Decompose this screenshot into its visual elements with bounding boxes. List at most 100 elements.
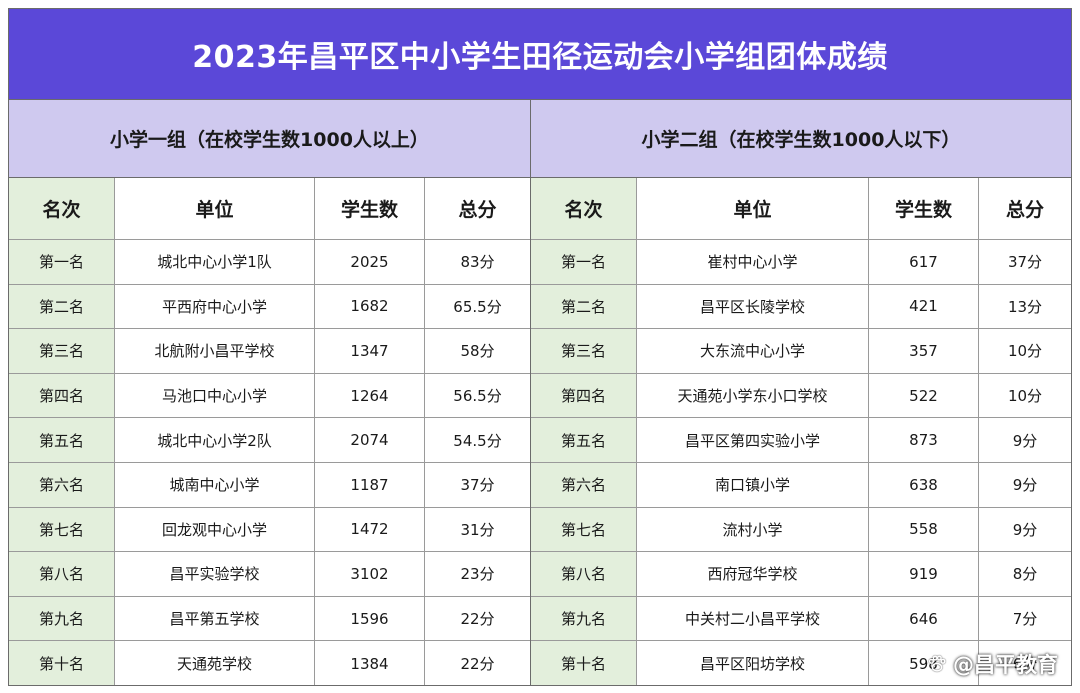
rank-cell: 第五名 xyxy=(9,418,115,462)
header-rank: 名次 xyxy=(9,178,115,239)
header-students: 学生数 xyxy=(315,178,425,239)
table-header-row: 名次 单位 学生数 总分 xyxy=(531,178,1071,240)
score-cell: 22分 xyxy=(460,610,495,629)
score-cell: 10分 xyxy=(1007,342,1043,361)
score-cell: 9分 xyxy=(1012,476,1038,495)
students-cell: 646 xyxy=(869,596,979,641)
school-cell: 天通苑小学东小口学校 xyxy=(637,373,869,418)
rank-cell: 第一名 xyxy=(531,240,637,284)
rank-cell: 第七名 xyxy=(531,507,637,552)
score-cell: 8分 xyxy=(1012,565,1038,584)
students-cell: 3102 xyxy=(315,552,425,596)
table-row: 第六名 城南中心小学 1187 37分 xyxy=(9,462,530,508)
score-cell: 56.5分 xyxy=(453,387,502,406)
students-cell: 919 xyxy=(869,552,979,596)
header-rank: 名次 xyxy=(531,178,637,239)
rank-cell: 第一名 xyxy=(9,240,115,284)
watermark: @昌平教育 xyxy=(926,649,1058,679)
rank-cell: 第十名 xyxy=(531,641,637,685)
group-2-table: 名次 单位 学生数 总分 第一名 崔村中心小学 617 37分 第二名 昌平区长… xyxy=(531,178,1071,685)
header-score: 总分 xyxy=(458,199,497,221)
score-cell: 83分 xyxy=(460,253,495,272)
table-row: 第四名 天通苑小学东小口学校 522 10分 xyxy=(531,373,1071,419)
rank-cell: 第四名 xyxy=(9,373,115,418)
students-cell: 617 xyxy=(869,240,979,284)
rank-cell: 第九名 xyxy=(9,596,115,641)
watermark-text: @昌平教育 xyxy=(953,653,1058,677)
school-cell: 北航附小昌平学校 xyxy=(115,329,315,373)
rank-cell: 第二名 xyxy=(531,284,637,329)
school-cell: 马池口中心小学 xyxy=(115,373,315,418)
students-cell: 638 xyxy=(869,462,979,507)
school-cell: 城北中心小学2队 xyxy=(115,418,315,462)
rank-cell: 第六名 xyxy=(531,462,637,507)
group-1-table: 名次 单位 学生数 总分 第一名 城北中心小学1队 2025 83分 第二名 平… xyxy=(9,178,531,685)
students-cell: 421 xyxy=(869,284,979,329)
score-cell: 22分 xyxy=(460,655,495,674)
score-cell: 37分 xyxy=(460,476,495,495)
table-row: 第八名 西府冠华学校 919 8分 xyxy=(531,552,1071,597)
students-cell: 1472 xyxy=(315,507,425,552)
school-cell: 昌平实验学校 xyxy=(115,552,315,596)
school-cell: 天通苑学校 xyxy=(115,641,315,685)
score-cell: 54.5分 xyxy=(453,431,502,450)
rank-cell: 第四名 xyxy=(531,373,637,418)
score-cell: 65.5分 xyxy=(453,297,502,316)
score-cell: 31分 xyxy=(460,520,495,539)
score-cell: 9分 xyxy=(1012,520,1038,539)
table-row: 第八名 昌平实验学校 3102 23分 xyxy=(9,552,530,597)
score-cell: 23分 xyxy=(460,565,495,584)
table-row: 第六名 南口镇小学 638 9分 xyxy=(531,462,1071,508)
header-students: 学生数 xyxy=(869,178,979,239)
rank-cell: 第五名 xyxy=(531,418,637,462)
group-title-1: 小学一组（在校学生数1000人以上） xyxy=(9,100,531,177)
table-row: 第一名 城北中心小学1队 2025 83分 xyxy=(9,240,530,285)
school-cell: 大东流中心小学 xyxy=(637,329,869,373)
school-cell: 城南中心小学 xyxy=(115,462,315,507)
score-cell: 58分 xyxy=(460,342,495,361)
table-row: 第四名 马池口中心小学 1264 56.5分 xyxy=(9,373,530,419)
header-score: 总分 xyxy=(1005,199,1044,221)
table-header-row: 名次 单位 学生数 总分 xyxy=(9,178,530,240)
score-cell: 10分 xyxy=(1007,387,1043,406)
school-cell: 回龙观中心小学 xyxy=(115,507,315,552)
paw-icon xyxy=(928,655,946,672)
students-cell: 357 xyxy=(869,329,979,373)
group-header-row: 小学一组（在校学生数1000人以上） 小学二组（在校学生数1000人以下） xyxy=(9,100,1071,178)
students-cell: 2025 xyxy=(315,240,425,284)
students-cell: 1384 xyxy=(315,641,425,685)
group-title-2: 小学二组（在校学生数1000人以下） xyxy=(531,100,1071,177)
table-row: 第二名 平西府中心小学 1682 65.5分 xyxy=(9,284,530,330)
school-cell: 西府冠华学校 xyxy=(637,552,869,596)
rank-cell: 第十名 xyxy=(9,641,115,685)
table-row: 第九名 昌平第五学校 1596 22分 xyxy=(9,596,530,642)
table-row: 第七名 流村小学 558 9分 xyxy=(531,507,1071,553)
rank-cell: 第七名 xyxy=(9,507,115,552)
rank-cell: 第三名 xyxy=(531,329,637,373)
students-cell: 558 xyxy=(869,507,979,552)
table-row: 第二名 昌平区长陵学校 421 13分 xyxy=(531,284,1071,330)
school-cell: 南口镇小学 xyxy=(637,462,869,507)
score-cell: 37分 xyxy=(1007,253,1043,272)
rank-cell: 第六名 xyxy=(9,462,115,507)
students-cell: 2074 xyxy=(315,418,425,462)
school-cell: 平西府中心小学 xyxy=(115,284,315,329)
rank-cell: 第八名 xyxy=(531,552,637,596)
table-row: 第三名 北航附小昌平学校 1347 58分 xyxy=(9,329,530,374)
rank-cell: 第九名 xyxy=(531,596,637,641)
students-cell: 1264 xyxy=(315,373,425,418)
table-row: 第五名 昌平区第四实验小学 873 9分 xyxy=(531,418,1071,463)
table-row: 第十名 昌平区阳坊学校 598 6分 xyxy=(531,641,1071,685)
results-table: 名次 单位 学生数 总分 第一名 城北中心小学1队 2025 83分 第二名 平… xyxy=(9,178,1071,685)
school-cell: 昌平区第四实验小学 xyxy=(637,418,869,462)
table-row: 第三名 大东流中心小学 357 10分 xyxy=(531,329,1071,374)
table-row: 第一名 崔村中心小学 617 37分 xyxy=(531,240,1071,285)
students-cell: 1596 xyxy=(315,596,425,641)
students-cell: 1187 xyxy=(315,462,425,507)
rank-cell: 第二名 xyxy=(9,284,115,329)
students-cell: 522 xyxy=(869,373,979,418)
school-cell: 流村小学 xyxy=(637,507,869,552)
students-cell: 873 xyxy=(869,418,979,462)
school-cell: 城北中心小学1队 xyxy=(115,240,315,284)
rank-cell: 第三名 xyxy=(9,329,115,373)
